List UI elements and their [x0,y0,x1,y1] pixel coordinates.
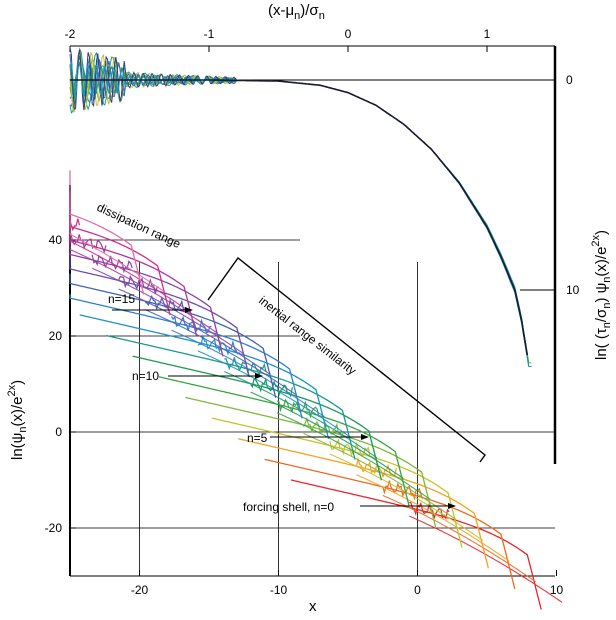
shell-curve-branch [69,206,165,293]
bottom-x-ticks: -20 -10 0 10 [131,570,564,597]
bottom-y-tick-label: 20 [49,329,63,343]
shell-curve-noise [197,334,240,356]
shell-curve-branch [69,227,192,313]
bottom-x-tick-label: 0 [414,583,421,597]
top-y-tick-label: 0 [566,73,573,87]
bottom-x-tick-label: -20 [131,583,149,597]
shell-curve-noise [355,456,397,478]
bottom-y-tick-label: -20 [45,521,63,535]
shell-curve-arc [238,438,490,569]
shell-curve-branch [382,494,536,583]
top-chart: -2 -1 0 1 0 10 (x-μn)/σn ln( (τn/σn) ψn(x)/e… [65,2,613,464]
shell-curve-arc [211,417,463,548]
annotation-dissipation-range: dissipation range [95,200,183,251]
shell-curve-branch [69,247,218,334]
shell-curve-branch [329,453,484,541]
shell-curve-arc [79,314,330,440]
top-y-tick-label: 10 [566,283,580,297]
top-collapse-curve [69,48,521,316]
shell-curve-noise [329,438,371,458]
bottom-y-ticks: 40 20 0 -20 [45,233,76,535]
shell-curve-branch [171,329,325,418]
shell-curve-arc [69,170,145,295]
shell-curve-branch [118,288,271,375]
inertial-range-bracket [207,256,486,463]
bottom-x-axis-label: x [309,598,317,615]
shell-curve-noise [118,274,159,294]
top-x-tick-label: 0 [345,27,352,41]
shell-curve-arc [290,479,542,610]
annotation-n10: n=10 [132,369,159,383]
bottom-y-axis-label: ln(ψn(x)/e2x) [6,380,29,460]
top-collapse-curve [69,46,530,366]
bottom-x-tick-label: 10 [550,583,564,597]
top-collapse-curve [69,61,530,363]
shell-curve-arc [69,294,303,419]
top-x-tick-label: -1 [204,27,215,41]
top-collapse-curves [69,46,532,367]
shell-curve-branch [356,474,510,562]
top-x-tick-label: -2 [65,27,76,41]
top-x-axis-label: (x-μn)/σn [268,2,325,22]
shell-curve-arc [132,355,383,481]
shell-curve-branch [408,515,563,603]
shell-curve-branch [276,412,431,500]
shell-curve-branch [303,432,457,521]
annotation-n5: n=5 [247,431,268,445]
top-x-ticks: -2 -1 0 1 [65,27,491,52]
shell-curve-noise [250,377,293,398]
top-reference-curve [70,79,529,356]
shell-curve-noise [69,232,107,254]
top-x-tick-label: 1 [484,27,491,41]
shell-curve-arc [69,273,277,398]
annotation-n15: n=15 [108,292,135,306]
bottom-y-tick-label: 40 [49,233,63,247]
top-y-ticks: 0 10 [549,73,580,297]
bottom-shell-curves [69,170,563,610]
bottom-x-tick-label: -10 [270,583,288,597]
top-collapse-curve [69,54,527,349]
shell-curve-arc [264,458,516,590]
shell-curve-noise [302,416,345,439]
annotation-forcing-shell: forcing shell, n=0 [243,500,334,514]
shell-curve-branch [197,350,352,438]
top-collapse-curve [69,47,527,345]
top-y-axis-label: ln( (τn/σn) ψn(x)/e2x) [590,230,613,360]
bottom-y-tick-label: 0 [55,425,62,439]
